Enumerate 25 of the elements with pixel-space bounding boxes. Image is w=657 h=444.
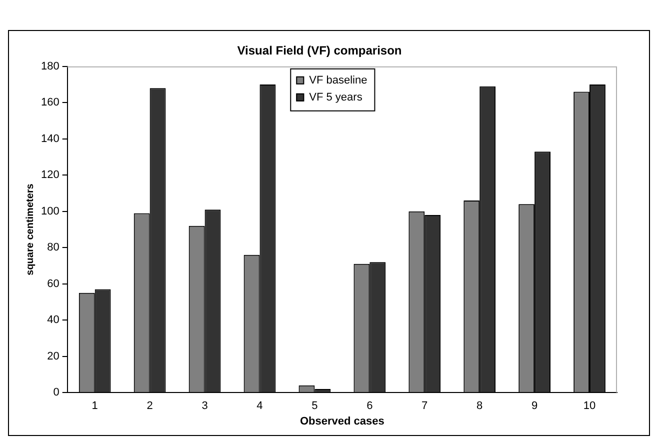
y-tick-label: 100 — [40, 205, 60, 218]
x-tick-label: 8 — [476, 400, 483, 412]
y-axis-title: square centimeters — [24, 183, 36, 276]
x-tick-label: 5 — [312, 400, 318, 412]
y-tick-label: 160 — [40, 96, 60, 109]
x-tick-label: 9 — [531, 400, 538, 412]
legend-label: VF baseline — [309, 74, 368, 86]
y-tick-label: 60 — [47, 278, 60, 290]
x-tick-label: 6 — [366, 400, 373, 412]
y-tick-label: 180 — [40, 60, 60, 72]
x-tick-label: 1 — [92, 400, 98, 412]
y-tick-label: 0 — [53, 386, 60, 399]
y-tick-label: 20 — [47, 350, 60, 362]
y-tick-label: 80 — [47, 242, 60, 254]
x-tick-label: 4 — [256, 400, 263, 412]
y-tick-label: 120 — [40, 169, 60, 182]
x-tick-label: 3 — [202, 400, 208, 412]
x-tick-label: 2 — [146, 400, 153, 412]
legend-label: VF 5 years — [309, 91, 363, 104]
x-tick-label: 7 — [422, 400, 428, 412]
chart-title: Visual Field (VF) comparison — [237, 44, 402, 58]
x-tick-label: 10 — [583, 400, 596, 412]
x-axis-title: Observed cases — [300, 415, 384, 428]
y-tick-label: 40 — [47, 314, 60, 326]
y-tick-label: 140 — [40, 132, 60, 145]
